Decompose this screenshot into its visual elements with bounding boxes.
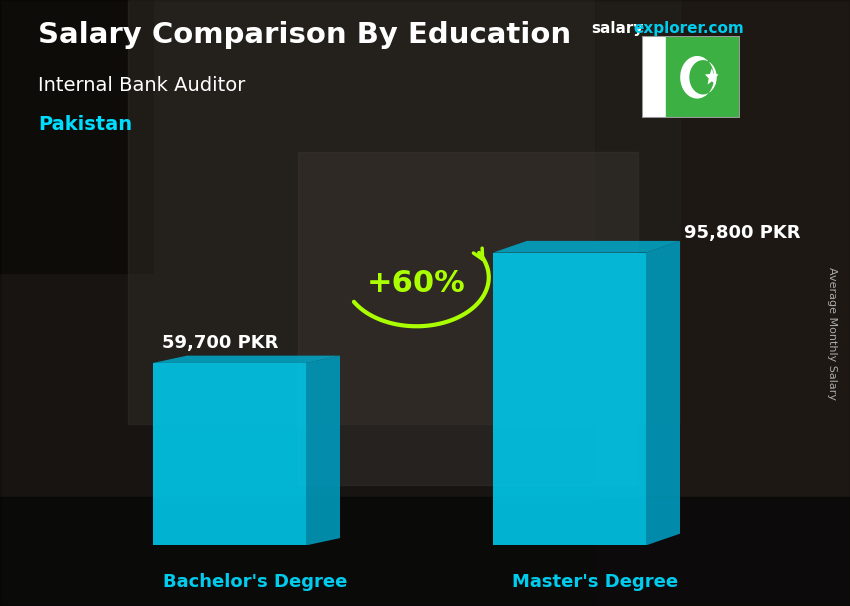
Text: Pakistan: Pakistan	[38, 115, 133, 134]
Text: 95,800 PKR: 95,800 PKR	[684, 224, 801, 242]
Text: explorer.com: explorer.com	[633, 21, 744, 36]
Bar	[298, 152, 638, 485]
PathPatch shape	[680, 56, 717, 99]
Bar	[595, 0, 850, 606]
Text: +60%: +60%	[367, 269, 466, 298]
Polygon shape	[153, 363, 306, 545]
Text: salary: salary	[591, 21, 643, 36]
Polygon shape	[646, 241, 680, 545]
Text: 59,700 PKR: 59,700 PKR	[162, 335, 278, 352]
Bar	[0, 497, 850, 606]
Text: Master's Degree: Master's Degree	[512, 573, 678, 591]
Bar	[666, 36, 740, 118]
Polygon shape	[306, 356, 340, 545]
Polygon shape	[493, 241, 680, 253]
Polygon shape	[493, 253, 646, 545]
Bar	[0, 0, 153, 273]
Text: Average Monthly Salary: Average Monthly Salary	[827, 267, 837, 400]
Bar	[642, 36, 666, 118]
Polygon shape	[153, 356, 340, 363]
Text: Internal Bank Auditor: Internal Bank Auditor	[38, 76, 246, 95]
Bar	[128, 0, 680, 424]
Text: Salary Comparison By Education: Salary Comparison By Education	[38, 21, 571, 49]
Text: Bachelor's Degree: Bachelor's Degree	[163, 573, 347, 591]
Polygon shape	[705, 68, 718, 85]
